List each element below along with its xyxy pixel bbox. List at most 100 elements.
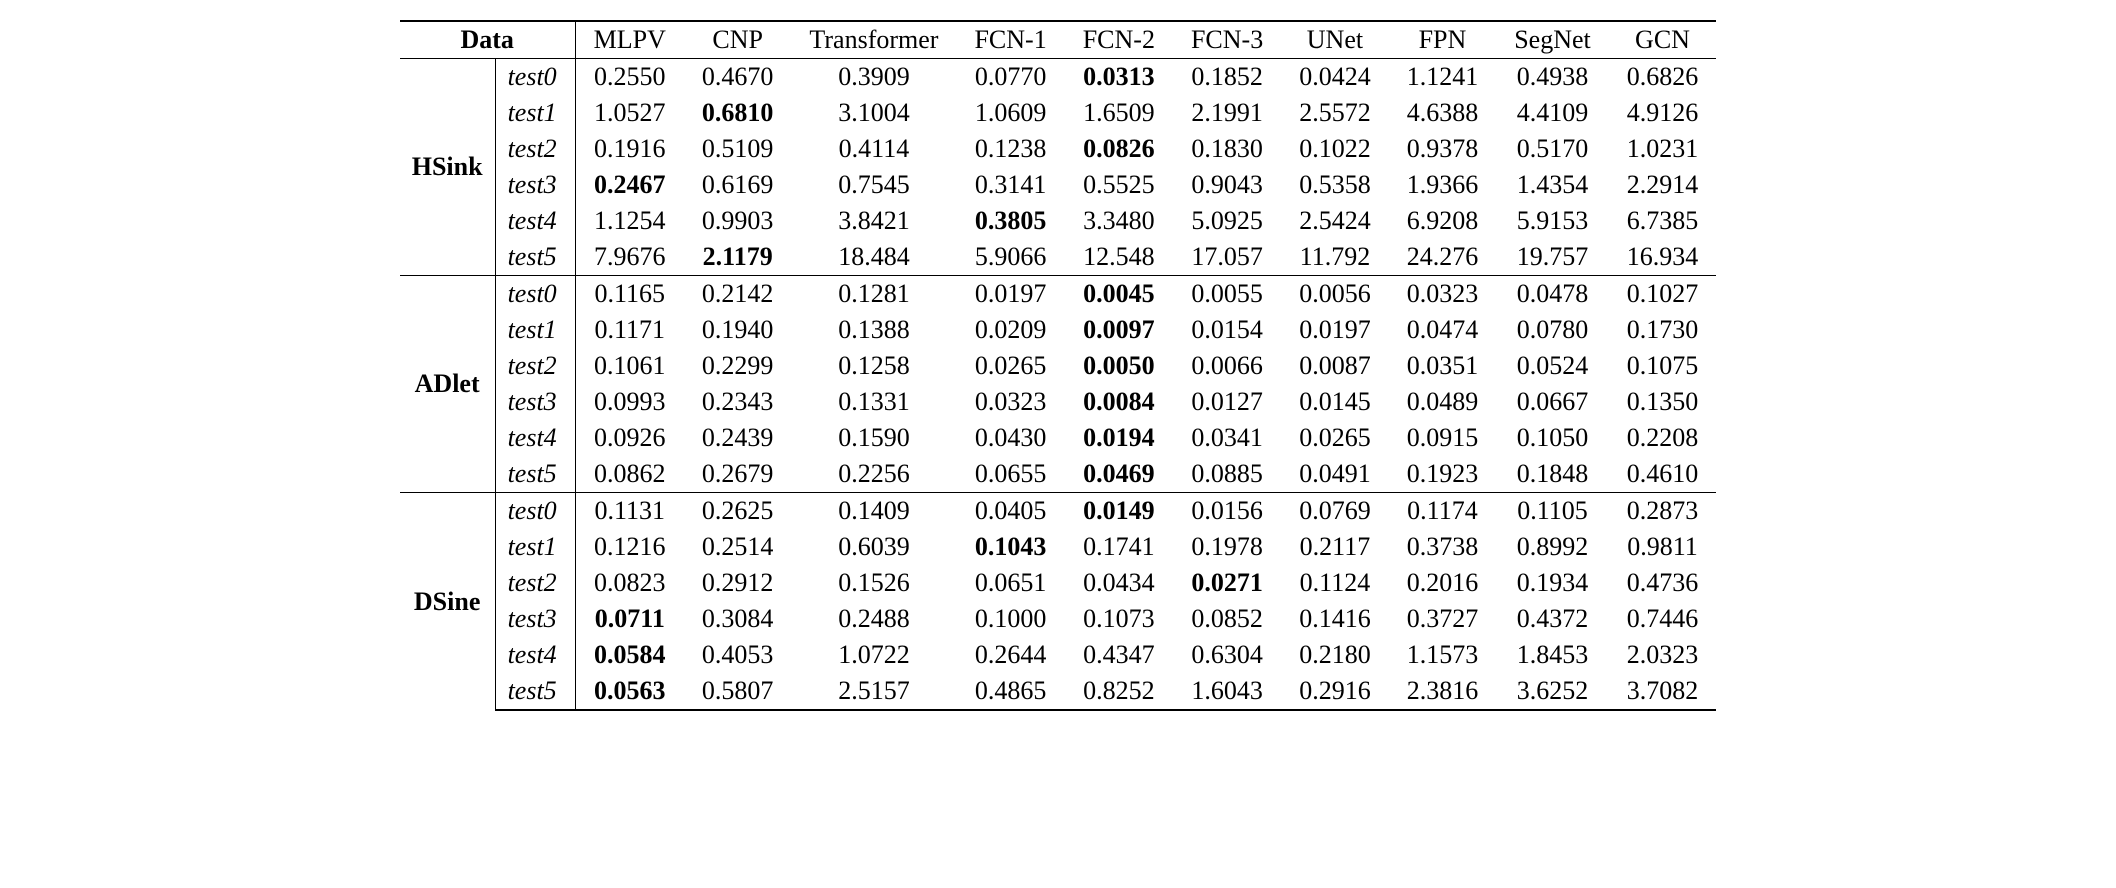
value-cell: 0.9043 [1173,167,1281,203]
value-cell: 0.2208 [1609,420,1717,456]
value-cell: 0.9903 [684,203,792,239]
value-cell: 0.0769 [1281,493,1389,530]
value-cell: 2.5572 [1281,95,1389,131]
value-cell: 1.0527 [575,95,684,131]
value-cell: 0.0265 [956,348,1064,384]
results-table: Data MLPV CNP Transformer FCN-1 FCN-2 FC… [400,20,1717,711]
value-cell: 1.1241 [1389,59,1497,96]
value-cell: 0.1416 [1281,601,1389,637]
table-row: HSinktest00.25500.46700.39090.07700.0313… [400,59,1717,96]
value-cell: 0.0584 [575,637,684,673]
value-cell: 2.5157 [791,673,956,710]
value-cell: 0.0711 [575,601,684,637]
value-cell: 0.0209 [956,312,1064,348]
value-cell: 0.9811 [1609,529,1717,565]
value-cell: 3.1004 [791,95,956,131]
column-header: FCN-2 [1065,21,1173,59]
subset-label: test1 [495,312,575,348]
value-cell: 0.1590 [791,420,956,456]
value-cell: 0.0823 [575,565,684,601]
value-cell: 7.9676 [575,239,684,276]
table-row: test20.08230.29120.15260.06510.04340.027… [400,565,1717,601]
value-cell: 0.3805 [956,203,1064,239]
value-cell: 0.1940 [684,312,792,348]
value-cell: 0.0341 [1173,420,1281,456]
value-cell: 0.0405 [956,493,1064,530]
value-cell: 3.3480 [1065,203,1173,239]
table-row: test11.05270.68103.10041.06091.65092.199… [400,95,1717,131]
subset-label: test1 [495,95,575,131]
value-cell: 0.0474 [1389,312,1497,348]
subset-label: test2 [495,131,575,167]
value-cell: 0.0351 [1389,348,1497,384]
value-cell: 1.6043 [1173,673,1281,710]
column-header: UNet [1281,21,1389,59]
table-row: test50.08620.26790.22560.06550.04690.088… [400,456,1717,493]
column-header: MLPV [575,21,684,59]
value-cell: 0.1000 [956,601,1064,637]
value-cell: 0.0885 [1173,456,1281,493]
value-cell: 0.4610 [1609,456,1717,493]
table-row: test30.24670.61690.75450.31410.55250.904… [400,167,1717,203]
subset-label: test3 [495,167,575,203]
value-cell: 0.5358 [1281,167,1389,203]
value-cell: 0.0926 [575,420,684,456]
value-cell: 0.2256 [791,456,956,493]
value-cell: 2.5424 [1281,203,1389,239]
value-cell: 0.0313 [1065,59,1173,96]
value-cell: 0.0084 [1065,384,1173,420]
value-cell: 0.4053 [684,637,792,673]
value-cell: 0.0056 [1281,276,1389,313]
column-header: FCN-3 [1173,21,1281,59]
value-cell: 0.3738 [1389,529,1497,565]
value-cell: 0.4865 [956,673,1064,710]
value-cell: 0.5807 [684,673,792,710]
value-cell: 1.6509 [1065,95,1173,131]
value-cell: 0.1131 [575,493,684,530]
table-row: test40.09260.24390.15900.04300.01940.034… [400,420,1717,456]
subset-label: test4 [495,203,575,239]
value-cell: 11.792 [1281,239,1389,276]
value-cell: 2.1179 [684,239,792,276]
value-cell: 0.0489 [1389,384,1497,420]
value-cell: 12.548 [1065,239,1173,276]
column-header: Transformer [791,21,956,59]
table-row: test57.96762.117918.4845.906612.54817.05… [400,239,1717,276]
column-header: CNP [684,21,792,59]
value-cell: 0.1027 [1609,276,1717,313]
value-cell: 0.2142 [684,276,792,313]
value-cell: 0.0323 [1389,276,1497,313]
value-cell: 0.1730 [1609,312,1717,348]
value-cell: 0.1409 [791,493,956,530]
value-cell: 0.1388 [791,312,956,348]
table-row: test30.07110.30840.24880.10000.10730.085… [400,601,1717,637]
value-cell: 0.0323 [956,384,1064,420]
value-cell: 17.057 [1173,239,1281,276]
value-cell: 0.0424 [1281,59,1389,96]
subset-label: test4 [495,420,575,456]
value-cell: 0.2550 [575,59,684,96]
value-cell: 1.8453 [1496,637,1609,673]
value-cell: 0.2180 [1281,637,1389,673]
subset-label: test0 [495,59,575,96]
value-cell: 4.6388 [1389,95,1497,131]
value-cell: 2.2914 [1609,167,1717,203]
value-cell: 0.6304 [1173,637,1281,673]
table-row: test20.10610.22990.12580.02650.00500.006… [400,348,1717,384]
value-cell: 0.2117 [1281,529,1389,565]
group-label: HSink [400,59,495,276]
value-cell: 0.1258 [791,348,956,384]
value-cell: 1.0231 [1609,131,1717,167]
table-row: test10.11710.19400.13880.02090.00970.015… [400,312,1717,348]
value-cell: 0.2439 [684,420,792,456]
value-cell: 0.0154 [1173,312,1281,348]
value-cell: 0.0524 [1496,348,1609,384]
value-cell: 0.0469 [1065,456,1173,493]
subset-label: test5 [495,456,575,493]
value-cell: 0.2916 [1281,673,1389,710]
value-cell: 1.1254 [575,203,684,239]
value-cell: 0.0197 [956,276,1064,313]
value-cell: 0.1174 [1389,493,1497,530]
value-cell: 0.0667 [1496,384,1609,420]
value-cell: 0.1741 [1065,529,1173,565]
